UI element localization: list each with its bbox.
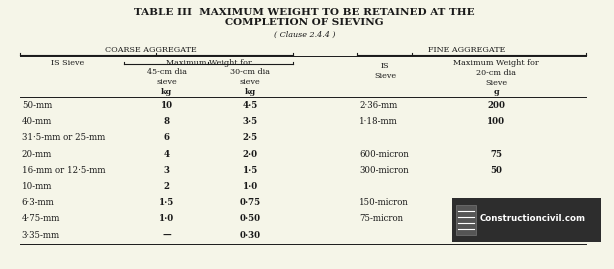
Text: 100: 100: [488, 117, 505, 126]
Text: 600-micron: 600-micron: [359, 150, 409, 159]
Text: 10: 10: [161, 101, 173, 110]
Text: 50: 50: [491, 166, 502, 175]
Text: 30-cm dia
sieve: 30-cm dia sieve: [230, 68, 270, 86]
Text: 3·5: 3·5: [243, 117, 258, 126]
Text: 45-cm dia
sieve: 45-cm dia sieve: [147, 68, 187, 86]
Text: 300-micron: 300-micron: [359, 166, 409, 175]
Text: 0·30: 0·30: [239, 231, 261, 240]
Text: 1·5: 1·5: [159, 198, 174, 207]
Text: COARSE AGGREGATE: COARSE AGGREGATE: [105, 46, 196, 54]
Text: TABLE III  MAXIMUM WEIGHT TO BE RETAINED AT THE: TABLE III MAXIMUM WEIGHT TO BE RETAINED …: [134, 8, 475, 17]
Text: 10-mm: 10-mm: [22, 182, 52, 191]
Text: Constructioncivil.com: Constructioncivil.com: [480, 214, 586, 223]
Text: 0·50: 0·50: [239, 214, 261, 223]
Text: 40: 40: [491, 198, 502, 207]
Text: 2·0: 2·0: [243, 150, 258, 159]
FancyBboxPatch shape: [452, 198, 600, 242]
Text: 2: 2: [164, 182, 170, 191]
Text: 20-mm: 20-mm: [22, 150, 52, 159]
Text: 3·35-mm: 3·35-mm: [22, 231, 60, 240]
Text: 50-mm: 50-mm: [22, 101, 52, 110]
Text: 75-micron: 75-micron: [359, 214, 403, 223]
FancyBboxPatch shape: [456, 205, 475, 235]
Text: ( Clause 2.4.4 ): ( Clause 2.4.4 ): [274, 31, 335, 39]
Text: 4·5: 4·5: [243, 101, 258, 110]
Text: 40-mm: 40-mm: [22, 117, 52, 126]
Text: 4·75-mm: 4·75-mm: [22, 214, 60, 223]
Text: Maximum Weight for
20-cm dia
Sieve: Maximum Weight for 20-cm dia Sieve: [454, 59, 539, 87]
Text: 1·5: 1·5: [243, 166, 258, 175]
Text: 0·75: 0·75: [239, 198, 261, 207]
Text: 16-mm or 12·5-mm: 16-mm or 12·5-mm: [22, 166, 106, 175]
Text: COMPLETION OF SIEVING: COMPLETION OF SIEVING: [225, 18, 384, 27]
Text: 8: 8: [164, 117, 170, 126]
Text: 1·0: 1·0: [159, 214, 174, 223]
Text: 1·18-mm: 1·18-mm: [359, 117, 398, 126]
Text: Maximum Weight for: Maximum Weight for: [166, 59, 251, 67]
Text: kg: kg: [244, 88, 255, 96]
Text: FINE AGGREGATE: FINE AGGREGATE: [428, 46, 505, 54]
Text: 150-micron: 150-micron: [359, 198, 409, 207]
Text: IS Sieve: IS Sieve: [51, 59, 84, 67]
Text: 3: 3: [164, 166, 170, 175]
Text: 4: 4: [164, 150, 170, 159]
Text: g: g: [494, 88, 499, 96]
Text: kg: kg: [161, 88, 173, 96]
Text: 75: 75: [491, 150, 502, 159]
Text: 1·0: 1·0: [243, 182, 258, 191]
Text: 25: 25: [491, 214, 502, 223]
Text: IS
Sieve: IS Sieve: [374, 62, 396, 80]
Text: 31·5-mm or 25-mm: 31·5-mm or 25-mm: [22, 133, 105, 142]
Text: 2·36-mm: 2·36-mm: [359, 101, 398, 110]
Text: 6·3-mm: 6·3-mm: [22, 198, 55, 207]
Text: 6: 6: [164, 133, 170, 142]
Text: 2·5: 2·5: [243, 133, 258, 142]
Text: —: —: [162, 231, 171, 240]
Text: 200: 200: [488, 101, 505, 110]
